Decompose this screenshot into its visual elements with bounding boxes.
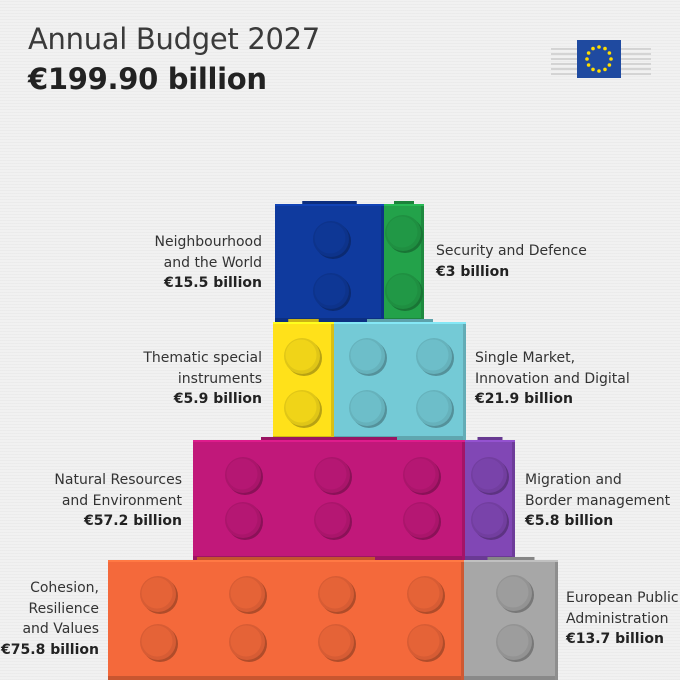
brick-notch [487, 557, 535, 561]
stud-top [314, 222, 346, 254]
stud-top [386, 274, 418, 306]
brick-highlight [334, 322, 466, 324]
stud-top [314, 274, 346, 306]
brick-single-market [334, 319, 466, 440]
stud-top [285, 391, 317, 423]
stud-top [497, 576, 529, 608]
brick-edge [463, 322, 466, 440]
brick-thematic [273, 319, 334, 440]
label-thematic: Thematic special instruments €5.9 billion [143, 348, 262, 410]
category-value: €5.9 billion [173, 391, 262, 407]
brick-public-admin [464, 557, 558, 680]
stud-top [472, 458, 504, 490]
brick-highlight [464, 560, 558, 562]
brick-edge [555, 560, 558, 680]
brick-notch [394, 201, 414, 205]
brick-highlight [465, 440, 515, 442]
stud-top [285, 339, 317, 371]
category-name: Thematic special instruments [143, 350, 262, 387]
category-value: €75.8 billion [1, 641, 99, 658]
label-security: Security and Defence €3 billion [436, 241, 587, 282]
stud-top [497, 625, 529, 657]
category-value: €57.2 billion [84, 513, 182, 529]
category-value: €15.5 billion [164, 275, 262, 291]
stud-top [404, 503, 436, 535]
category-name: Cohesion, Resilience and Values [22, 580, 99, 637]
stud-top [141, 577, 173, 609]
brick-notch [197, 557, 375, 561]
label-single-market: Single Market, Innovation and Digital €21… [475, 348, 630, 410]
brick-natural-resources [193, 437, 465, 560]
stud-top [226, 503, 258, 535]
label-public-admin: European Public Administration €13.7 bill… [566, 588, 679, 650]
brick-edge [461, 560, 464, 680]
brick-highlight [384, 204, 424, 206]
stud-top [417, 339, 449, 371]
label-neighbourhood: Neighbourhood and the World €15.5 billion [155, 232, 262, 294]
eu-commission-logo-icon [551, 40, 651, 78]
stud-top [141, 625, 173, 657]
brick-highlight [108, 560, 464, 562]
total-budget: €199.90 billion [28, 62, 267, 96]
brick-migration [465, 437, 515, 560]
category-value: €5.8 billion [525, 513, 614, 529]
stud-top [319, 577, 351, 609]
category-name: Single Market, Innovation and Digital [475, 350, 630, 387]
stud-top [350, 339, 382, 371]
brick-notch [367, 319, 433, 323]
stud-top [226, 458, 258, 490]
brick-edge [512, 440, 515, 560]
stud-top [386, 216, 418, 248]
category-name: Natural Resources and Environment [54, 472, 182, 509]
brick-cohesion [108, 557, 464, 680]
label-cohesion: Cohesion, Resilience and Values €75.8 bil… [1, 578, 99, 660]
brick-edge [464, 676, 558, 680]
label-migration: Migration and Border management €5.8 bill… [525, 470, 670, 532]
stud-top [404, 458, 436, 490]
category-name: Migration and Border management [525, 472, 671, 509]
brick-highlight [275, 204, 384, 206]
brick-edge [108, 676, 464, 680]
stud-top [408, 577, 440, 609]
stud-top [315, 503, 347, 535]
category-value: €21.9 billion [475, 391, 573, 407]
stud-top [350, 391, 382, 423]
stud-top [408, 625, 440, 657]
stud-top [472, 503, 504, 535]
brick-edge [421, 204, 424, 322]
brick-notch [477, 437, 503, 441]
brick-edge [275, 318, 384, 322]
brick-highlight [273, 322, 334, 324]
stud-top [417, 391, 449, 423]
category-name: European Public Administration [566, 590, 679, 627]
label-natural-resources: Natural Resources and Environment €57.2 b… [54, 470, 182, 532]
brick-neighbourhood [275, 201, 384, 322]
category-name: Security and Defence [436, 243, 587, 259]
brick-edge [331, 322, 334, 440]
brick-edge [462, 440, 465, 560]
brick-notch [302, 201, 357, 205]
brick-security [384, 201, 424, 322]
brick-highlight [193, 440, 465, 442]
stud-top [315, 458, 347, 490]
stud-top [230, 577, 262, 609]
category-value: €3 billion [436, 263, 510, 280]
brick-notch [261, 437, 397, 441]
stud-top [319, 625, 351, 657]
category-value: €13.7 billion [566, 631, 664, 647]
chart-title: Annual Budget 2027 [28, 22, 320, 56]
brick-edge [381, 204, 384, 322]
brick-notch [288, 319, 319, 323]
category-name: Neighbourhood and the World [154, 234, 262, 271]
stud-top [230, 625, 262, 657]
brick-edge [334, 436, 466, 440]
